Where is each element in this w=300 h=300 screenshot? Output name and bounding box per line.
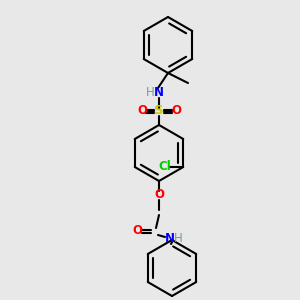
Text: S: S bbox=[154, 104, 164, 118]
Text: N: N bbox=[154, 86, 164, 100]
Text: O: O bbox=[154, 188, 164, 202]
Text: O: O bbox=[137, 104, 147, 118]
Text: O: O bbox=[171, 104, 181, 118]
Text: Cl: Cl bbox=[159, 160, 172, 173]
Text: H: H bbox=[146, 86, 154, 100]
Text: O: O bbox=[132, 224, 142, 238]
Text: N: N bbox=[165, 232, 175, 244]
Text: H: H bbox=[174, 232, 182, 244]
